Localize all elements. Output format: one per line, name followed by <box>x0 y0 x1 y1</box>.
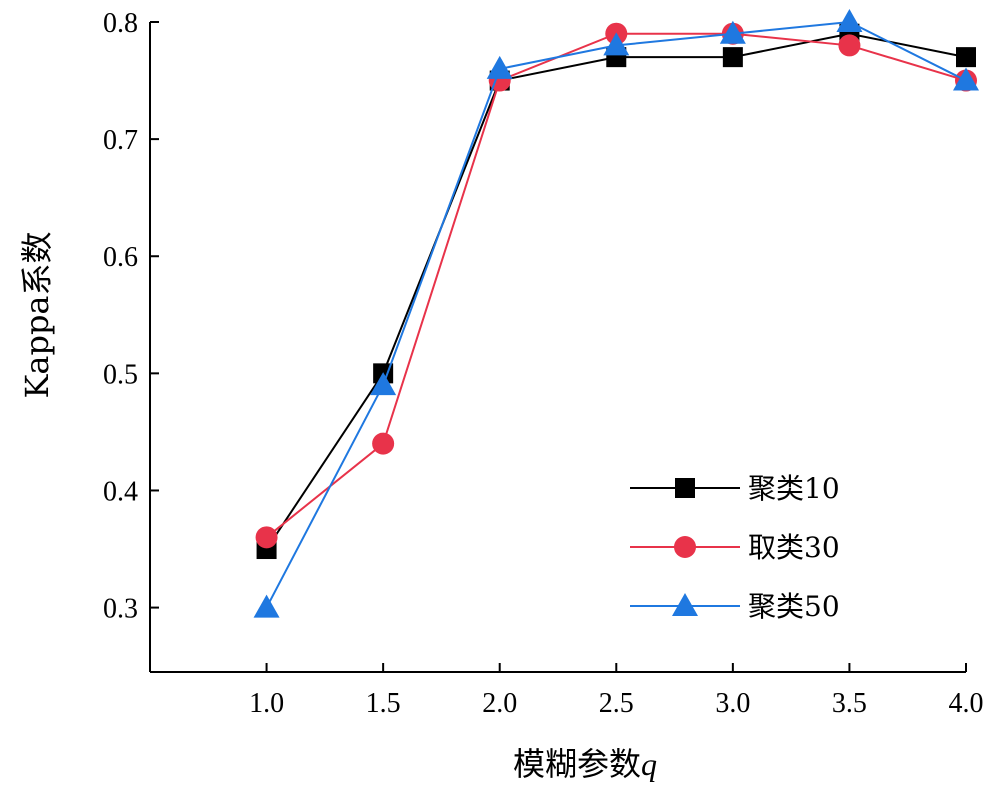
legend-item: 聚类10 <box>630 472 840 505</box>
data-point-circle <box>255 526 278 549</box>
series-line <box>265 20 967 609</box>
x-tick-label: 3.0 <box>715 688 750 719</box>
x-tick-label: 2.5 <box>599 688 634 719</box>
y-axis-ticks: 0.3 0.4 0.5 0.6 0.7 0.8 <box>103 8 159 625</box>
series-line <box>265 32 967 550</box>
x-axis-ticks: 1.0 1.5 2.0 2.5 3.0 3.5 4.0 <box>249 663 984 719</box>
data-point-circle <box>838 34 861 57</box>
legend-marker <box>674 536 696 558</box>
x-axis-title-text: 模糊参数 <box>513 745 641 783</box>
y-tick-label: 0.6 <box>103 242 138 273</box>
legend-item: 取类30 <box>630 531 840 564</box>
y-tick-label: 0.3 <box>103 594 138 625</box>
data-point-triangle <box>253 594 280 618</box>
data-point-square <box>956 47 976 68</box>
y-tick-label: 0.7 <box>103 125 138 156</box>
y-tick-label: 0.4 <box>103 476 138 507</box>
series-3 <box>253 9 979 618</box>
data-point-triangle <box>953 67 979 91</box>
x-tick-label: 4.0 <box>949 688 984 719</box>
x-tick-label: 3.5 <box>832 688 867 719</box>
y-tick-label: 0.5 <box>103 359 138 390</box>
legend-label: 取类30 <box>748 531 840 564</box>
data-point-square <box>722 47 743 68</box>
series-1 <box>256 23 976 560</box>
legend: 聚类10 取类30 聚类50 <box>630 472 840 623</box>
data-point-triangle <box>836 9 863 32</box>
legend-label: 聚类50 <box>748 590 840 623</box>
x-axis-title-variable: q <box>641 746 657 782</box>
data-point-circle <box>372 432 395 455</box>
x-tick-label: 2.0 <box>482 688 517 719</box>
series-group <box>253 9 979 618</box>
legend-marker <box>672 593 698 616</box>
data-point-triangle <box>603 32 630 56</box>
data-point-triangle <box>486 55 513 79</box>
legend-item: 聚类50 <box>630 590 840 623</box>
axes <box>149 22 966 673</box>
x-tick-label: 1.0 <box>249 688 284 719</box>
y-axis-title: Kappa系数 <box>18 231 56 398</box>
data-point-triangle <box>370 372 397 396</box>
series-line <box>265 32 967 539</box>
y-tick-label: 0.8 <box>103 8 138 39</box>
legend-marker <box>675 478 695 498</box>
series-2 <box>255 22 977 549</box>
x-axis-title: 模糊参数q <box>513 745 657 783</box>
data-point-triangle <box>719 20 746 44</box>
x-tick-label: 1.5 <box>366 688 401 719</box>
legend-label: 聚类10 <box>748 472 840 505</box>
